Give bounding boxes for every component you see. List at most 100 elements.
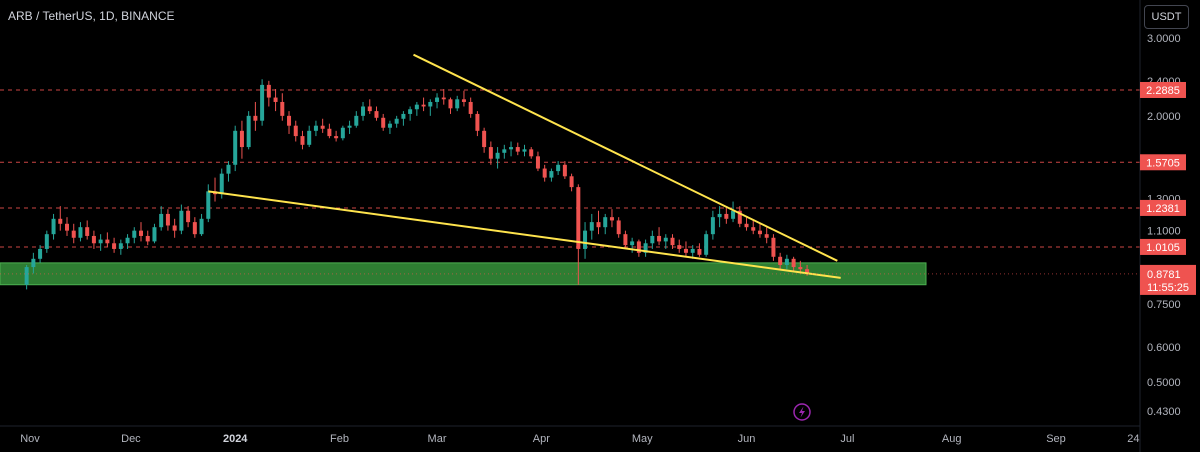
candle <box>159 206 164 231</box>
candle-body <box>657 235 662 242</box>
candle-body <box>401 113 406 119</box>
candle <box>206 184 211 223</box>
candle <box>152 223 157 244</box>
candle-body <box>724 213 729 219</box>
candle-body <box>690 248 695 253</box>
candle-body <box>596 222 601 228</box>
candle-body <box>354 115 359 126</box>
candle-body <box>737 210 742 224</box>
candle-body <box>246 115 251 148</box>
candle <box>381 113 386 131</box>
trendline-lower[interactable] <box>208 190 841 279</box>
x-tick-label: Jun <box>738 433 756 445</box>
candle-body <box>361 106 366 116</box>
candle-body <box>172 225 177 231</box>
candle <box>529 147 534 159</box>
candle <box>569 173 574 192</box>
currency-button[interactable]: USDT <box>1144 5 1189 29</box>
x-tick-label: 24 <box>1127 433 1139 445</box>
candle-body <box>542 168 547 178</box>
candle <box>650 230 655 249</box>
candle-body <box>387 123 392 128</box>
x-tick-label: Sep <box>1046 433 1066 445</box>
candle-body <box>51 218 56 235</box>
candle <box>44 230 49 253</box>
candle <box>327 123 332 139</box>
candle <box>65 217 70 236</box>
candle-body <box>717 213 722 218</box>
candle <box>704 230 709 257</box>
candle <box>495 147 500 169</box>
candle-body <box>293 125 298 137</box>
candle <box>690 245 695 259</box>
x-tick-label: Feb <box>330 433 349 445</box>
candle <box>266 80 271 107</box>
candle <box>737 206 742 228</box>
candle-body <box>340 127 345 139</box>
candle <box>744 217 749 231</box>
candle-body <box>488 147 493 159</box>
candle <box>542 164 547 182</box>
candle <box>475 111 480 137</box>
level-label: 1.0105 <box>1146 242 1180 254</box>
candle <box>448 97 453 114</box>
candle <box>293 120 298 142</box>
candle <box>461 90 466 107</box>
x-tick-label: Nov <box>20 433 40 445</box>
level-labels: 2.2885 1.5705 1.2381 1.0105 <box>1140 81 1186 255</box>
candle-body <box>435 97 440 102</box>
candle <box>435 93 440 109</box>
candle <box>71 223 76 244</box>
candle-body <box>421 104 426 107</box>
candle <box>603 213 608 235</box>
candle-body <box>757 230 762 235</box>
candle-body <box>805 269 810 274</box>
x-tick-label: 2024 <box>223 433 248 445</box>
candle <box>623 230 628 249</box>
candle-body <box>192 222 197 235</box>
candle <box>677 239 682 253</box>
candle-body <box>549 171 554 178</box>
candle-body <box>461 99 466 102</box>
candle-body <box>31 258 36 268</box>
candle-body <box>186 210 191 223</box>
candle-body <box>179 210 184 231</box>
candle <box>791 256 796 272</box>
candle-body <box>609 217 614 221</box>
candle <box>98 234 103 251</box>
candle <box>636 239 641 257</box>
candle <box>374 106 379 121</box>
candle <box>710 210 715 240</box>
candle-body <box>239 130 244 148</box>
candle <box>771 234 776 261</box>
candle <box>657 227 662 246</box>
candle-body <box>515 147 520 152</box>
candle-body <box>468 101 473 114</box>
candle-body <box>300 136 305 145</box>
candle-body <box>650 235 655 244</box>
candle <box>186 206 191 228</box>
candle <box>253 101 258 131</box>
lightning-icon[interactable] <box>793 403 811 421</box>
candle-body <box>502 149 507 153</box>
candle <box>280 93 285 121</box>
candle <box>313 120 318 137</box>
x-tick-label: Apr <box>533 433 550 445</box>
candle-body <box>125 237 130 244</box>
candle-body <box>280 101 285 116</box>
candle-body <box>764 234 769 238</box>
candle-body <box>798 267 803 270</box>
trendline-upper[interactable] <box>413 53 838 262</box>
candle <box>320 118 325 133</box>
candle <box>213 177 218 202</box>
candle <box>784 254 789 270</box>
candle-body <box>118 243 123 249</box>
candle <box>307 125 312 148</box>
candle <box>549 168 554 182</box>
candle-body <box>535 156 540 169</box>
candle <box>260 79 265 126</box>
candle-body <box>677 245 682 249</box>
candle-body <box>320 125 325 129</box>
candle-body <box>784 258 789 265</box>
